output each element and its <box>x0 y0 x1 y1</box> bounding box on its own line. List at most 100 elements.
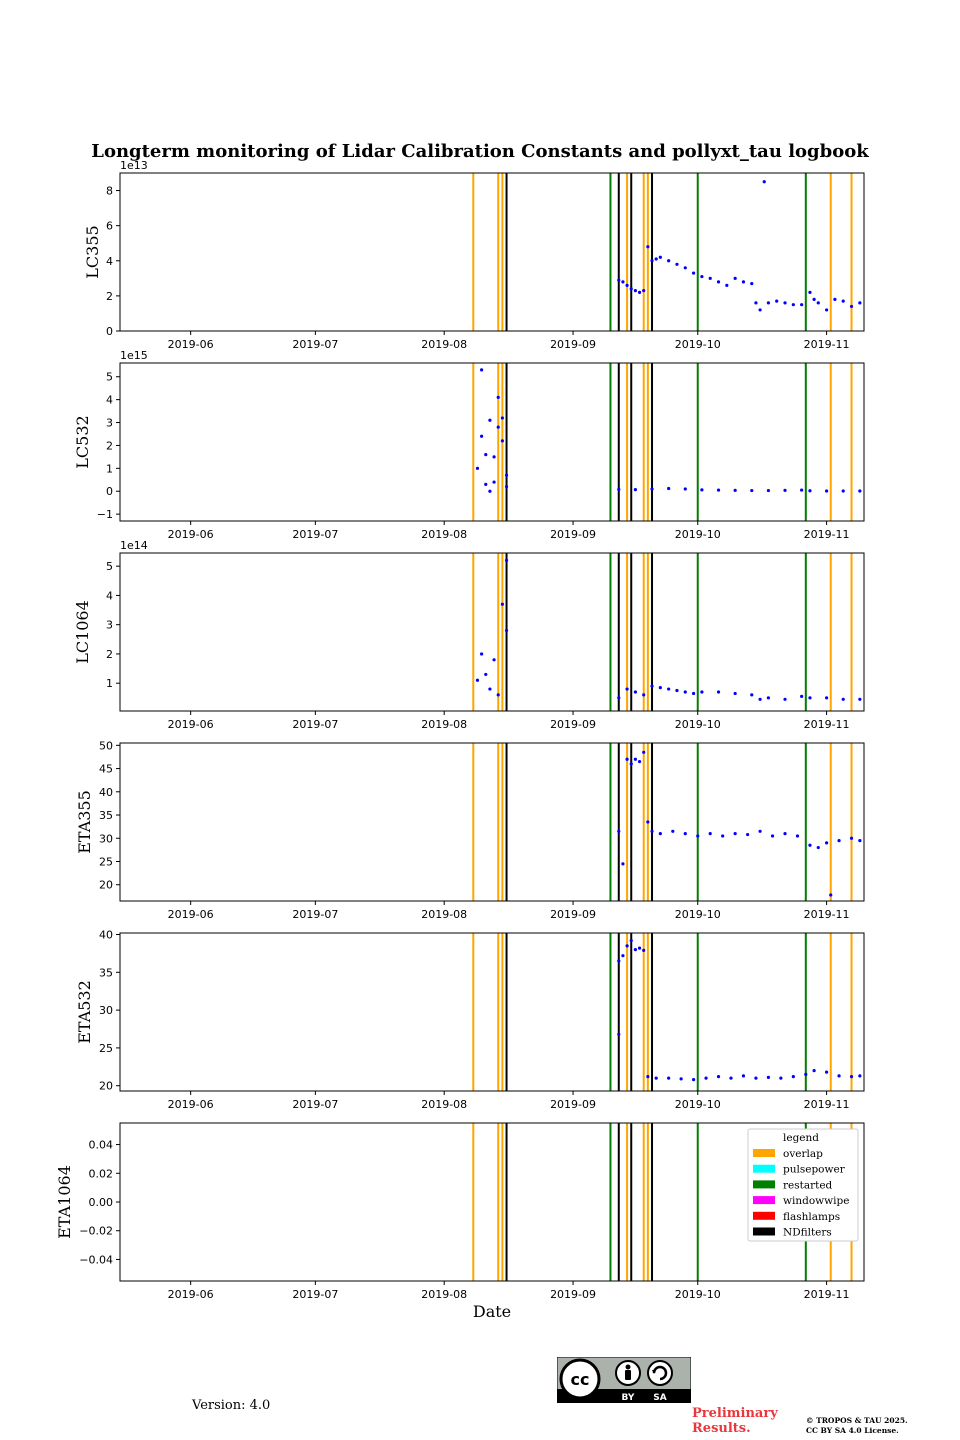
data-point <box>816 301 820 305</box>
x-tick-label: 2019-06 <box>168 908 214 921</box>
x-tick-label: 2019-10 <box>675 338 721 351</box>
data-point <box>708 832 712 836</box>
data-point <box>496 425 500 429</box>
data-point <box>779 1076 783 1080</box>
y-tick-label: 25 <box>99 856 113 869</box>
y-tick-label: 30 <box>99 1004 113 1017</box>
data-point <box>804 1072 808 1076</box>
legend-title: legend <box>783 1132 819 1144</box>
legend-label-flashlamps: flashlamps <box>783 1211 840 1223</box>
data-point <box>691 1078 696 1082</box>
data-point <box>858 838 862 843</box>
legend-label-restarted: restarted <box>783 1179 833 1191</box>
data-point <box>849 304 854 309</box>
x-tick-label: 2019-09 <box>550 1098 596 1111</box>
data-point <box>642 750 646 754</box>
x-tick-label: 2019-08 <box>421 338 467 351</box>
data-point <box>625 283 629 287</box>
x-tick-label: 2019-08 <box>421 718 467 731</box>
data-point <box>637 759 642 764</box>
x-tick-label: 2019-07 <box>292 528 338 541</box>
data-point <box>646 245 650 249</box>
y-tick-label: 0 <box>106 485 113 498</box>
x-tick-label: 2019-11 <box>804 1288 850 1301</box>
x-tick-label: 2019-11 <box>804 718 850 731</box>
data-point <box>837 838 841 843</box>
axis-offset-text: 1e13 <box>120 159 148 172</box>
data-point <box>691 271 696 275</box>
x-tick-label: 2019-09 <box>550 528 596 541</box>
y-tick-label: 4 <box>106 394 113 407</box>
data-point <box>654 257 658 261</box>
x-tick-label: 2019-11 <box>804 1098 850 1111</box>
legend-label-windowwipe: windowwipe <box>783 1195 849 1207</box>
svg-text:cc: cc <box>571 1370 590 1389</box>
data-point <box>824 489 829 493</box>
copyright-note: © TROPOS & TAU 2025. CC BY SA 4.0 Licens… <box>806 1416 956 1436</box>
data-point <box>849 836 854 840</box>
axes-frame <box>119 362 865 522</box>
y-tick-label: 4 <box>106 255 113 268</box>
data-point <box>679 1077 683 1081</box>
y-tick-label: 2 <box>106 439 113 452</box>
data-point <box>791 303 795 307</box>
x-tick-label: 2019-11 <box>804 338 850 351</box>
data-point <box>808 489 812 493</box>
data-point <box>492 455 496 459</box>
y-tick-label: 0.00 <box>89 1196 114 1209</box>
data-point <box>484 452 488 457</box>
data-point <box>633 488 637 492</box>
data-point <box>770 834 775 838</box>
y-tick-label: 40 <box>99 929 113 942</box>
data-point <box>637 946 642 950</box>
data-point <box>833 297 837 301</box>
y-tick-label: −0.04 <box>79 1253 113 1266</box>
y-tick-label: 2 <box>106 290 113 303</box>
x-tick-label: 2019-06 <box>168 528 214 541</box>
legend-swatch-restarted <box>753 1180 775 1189</box>
data-point <box>716 280 721 284</box>
data-point <box>504 473 509 477</box>
preliminary-results-note: Preliminary Results. <box>692 1406 778 1436</box>
y-tick-label: 25 <box>99 1042 113 1055</box>
data-point <box>808 290 812 294</box>
x-tick-label: 2019-07 <box>292 718 338 731</box>
data-point <box>480 652 484 656</box>
x-tick-label: 2019-07 <box>292 908 338 921</box>
data-point <box>480 368 484 372</box>
legend-label-overlap: overlap <box>783 1148 823 1160</box>
y-tick-label: 5 <box>106 560 113 573</box>
data-point <box>633 757 637 761</box>
data-point <box>783 832 787 836</box>
data-point <box>617 1032 621 1036</box>
data-point <box>741 1074 746 1078</box>
svg-text:BY: BY <box>622 1393 635 1403</box>
data-point <box>625 757 629 761</box>
data-point <box>725 283 729 287</box>
legend-swatch-overlap <box>753 1149 775 1157</box>
data-point <box>696 834 700 838</box>
x-tick-label: 2019-10 <box>675 908 721 921</box>
x-tick-label: 2019-08 <box>421 1098 467 1111</box>
data-point <box>824 841 829 845</box>
y-tick-label: 30 <box>99 832 113 845</box>
data-point <box>475 466 480 470</box>
data-point <box>654 1076 658 1080</box>
data-point <box>642 289 646 293</box>
data-point <box>637 290 642 294</box>
axes-frame <box>119 932 865 1092</box>
data-point <box>500 416 504 420</box>
data-point <box>504 628 509 633</box>
data-point <box>841 697 845 701</box>
x-tick-label: 2019-07 <box>292 1288 338 1301</box>
data-point <box>480 434 484 438</box>
x-tick-label: 2019-10 <box>675 1098 721 1111</box>
y-tick-label: 3 <box>106 619 113 632</box>
y-tick-label: 20 <box>99 879 113 892</box>
data-point <box>824 1070 829 1074</box>
legend-swatch-NDfilters <box>753 1227 775 1236</box>
data-point <box>658 255 662 259</box>
data-point <box>758 829 762 833</box>
data-point <box>667 259 671 263</box>
data-point <box>858 301 862 305</box>
